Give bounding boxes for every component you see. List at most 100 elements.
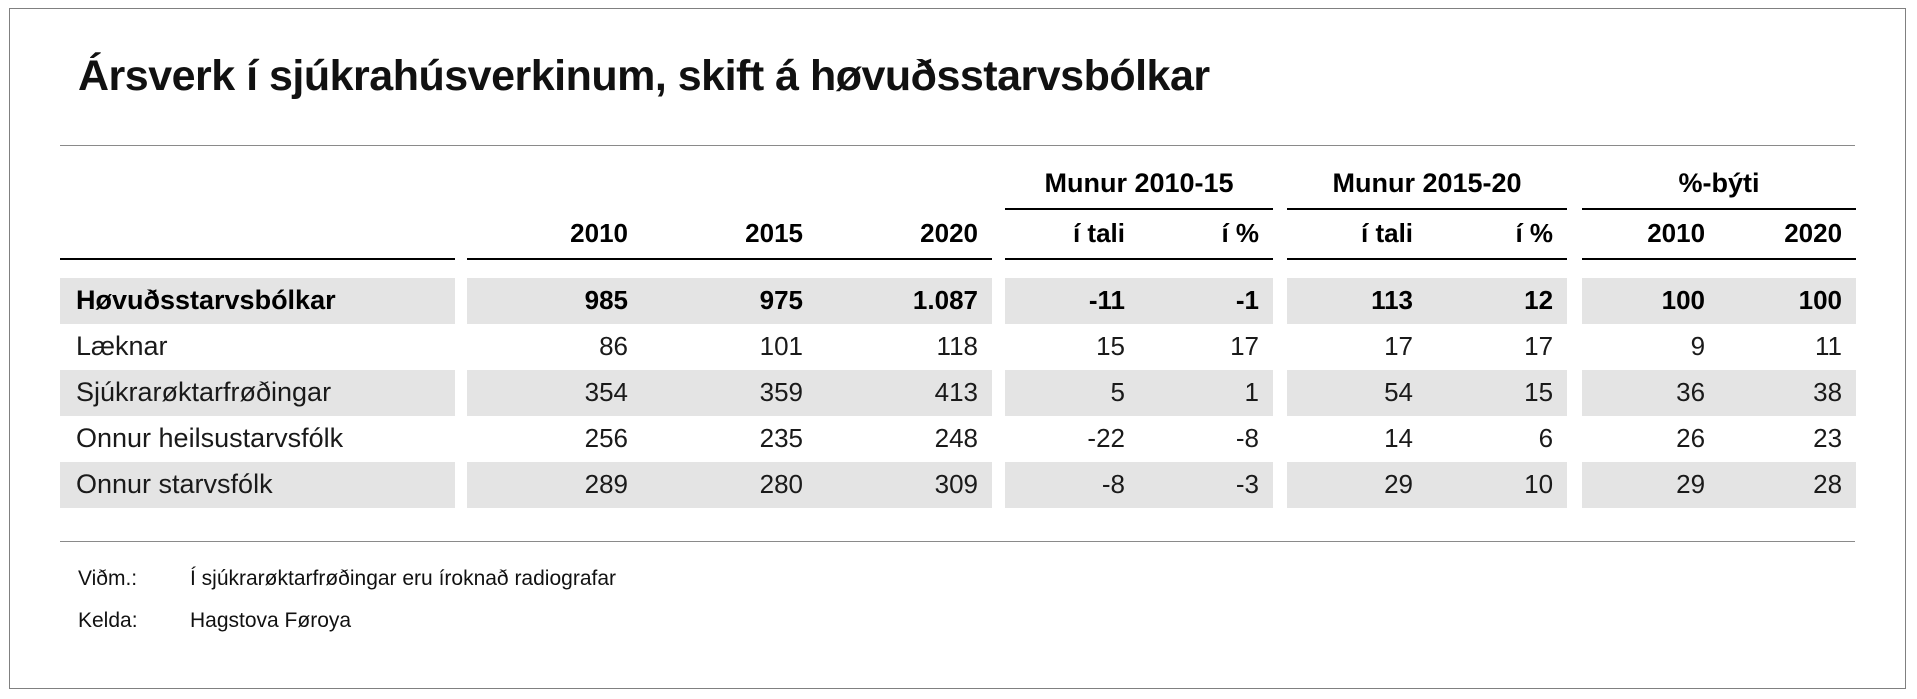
value-cell: 17 (1384, 331, 1414, 362)
value-cell: 235 (759, 423, 803, 454)
value-cell: 256 (584, 423, 628, 454)
value-cell: -8 (1005, 461, 1139, 508)
value-cell: 1.087 (817, 277, 992, 324)
value-cell: 1 (1139, 369, 1274, 416)
gutter (1273, 369, 1288, 416)
group-header-munur-2015-20: Munur 2015-20 (1287, 164, 1568, 210)
row-label-cell: Onnur heilsustarvsfólk (76, 423, 344, 454)
value-cell: 15 (1096, 331, 1125, 362)
value-cell: 36 (1582, 369, 1720, 416)
empty-cell (467, 165, 992, 209)
table-row: Sjúkrarøktarfrøðingar 354 359 413 5 1 54… (60, 369, 1857, 416)
row-label-cell: Høvuðsstarvsbólkar (60, 277, 455, 324)
value-cell: 100 (1582, 277, 1720, 324)
remark-text: Í sjúkrarøktarfrøðingar eru íroknað radi… (190, 566, 616, 590)
value-cell: -8 (1235, 423, 1260, 454)
value-cell: 10 (1427, 461, 1568, 508)
footnotes: Viðm.: Í sjúkrarøktarfrøðingar eru írokn… (78, 558, 1855, 642)
value-cell: -1 (1139, 277, 1274, 324)
column-header-ipct-1: í % (1139, 208, 1274, 260)
table-row: Onnur starvsfólk 289 280 309 -8 -3 29 10… (60, 461, 1857, 508)
gutter (1273, 164, 1288, 209)
gutter (1567, 461, 1583, 508)
gutter (992, 323, 1005, 370)
value-cell: 12 (1427, 277, 1568, 324)
table-row: Onnur heilsustarvsfólk 256 235 248 -22 -… (60, 415, 1856, 462)
value-cell: 6 (1538, 423, 1554, 454)
value-cell: 289 (467, 461, 642, 508)
gutter (455, 415, 467, 462)
column-header-2015: 2015 (642, 208, 817, 260)
empty-cell (60, 208, 455, 260)
gutter (992, 415, 1005, 462)
value-cell: 17 (1230, 331, 1260, 362)
gutter (992, 164, 1005, 209)
gutter (1273, 277, 1288, 324)
page-title: Ársverk í sjúkrahúsverkinum, skift á høv… (78, 52, 1210, 100)
value-cell: 359 (642, 369, 817, 416)
column-header-2010: 2010 (467, 208, 642, 260)
title-divider (60, 144, 1855, 146)
value-cell: -11 (1005, 277, 1139, 324)
value-cell: 248 (934, 423, 978, 454)
row-label-cell: Sjúkrarøktarfrøðingar (60, 369, 455, 416)
remark-label: Viðm.: (78, 566, 138, 590)
value-cell: 100 (1719, 277, 1857, 324)
gutter (455, 277, 467, 324)
column-header-2020: 2020 (817, 208, 992, 260)
value-cell: 38 (1719, 369, 1857, 416)
group-header-munur-2010-15: Munur 2010-15 (1005, 164, 1274, 210)
group-header-row: Munur 2010-15 Munur 2015-20 %-býti (60, 164, 1857, 210)
value-cell: 113 (1287, 277, 1428, 324)
gutter (1567, 415, 1583, 462)
value-cell: 413 (817, 369, 992, 416)
row-label-cell: Læknar (76, 331, 168, 362)
gutter (1567, 164, 1583, 209)
table-bottom-divider (60, 540, 1855, 542)
gutter (1567, 208, 1583, 259)
report-page: Ársverk í sjúkrahúsverkinum, skift á høv… (9, 8, 1906, 689)
gutter (455, 323, 467, 370)
value-cell: 118 (936, 331, 978, 362)
gutter (1567, 323, 1583, 370)
gutter (992, 369, 1005, 416)
spacer-row (60, 259, 1856, 278)
value-cell: 28 (1719, 461, 1857, 508)
empty-cell (60, 165, 455, 209)
value-cell: 975 (642, 277, 817, 324)
source-note: Kelda: Hagstova Føroya (78, 600, 1855, 642)
gutter (1273, 415, 1288, 462)
value-cell: 101 (759, 331, 803, 362)
column-header-ipct-2: í % (1427, 208, 1568, 260)
value-cell: 11 (1815, 331, 1843, 362)
value-cell: 280 (642, 461, 817, 508)
gutter (1567, 369, 1583, 416)
gutter (1567, 277, 1583, 324)
spacer-cell (60, 259, 1856, 278)
value-cell: 985 (467, 277, 642, 324)
value-cell: 54 (1287, 369, 1428, 416)
gutter (455, 461, 467, 508)
value-cell: 29 (1582, 461, 1720, 508)
value-cell: 23 (1813, 423, 1843, 454)
value-cell: 17 (1524, 331, 1554, 362)
value-cell: 9 (1690, 331, 1706, 362)
value-cell: -22 (1087, 423, 1125, 454)
gutter (455, 164, 467, 209)
gutter (992, 208, 1005, 259)
gutter (1273, 208, 1288, 259)
value-cell: 26 (1676, 423, 1706, 454)
data-table: Munur 2010-15 Munur 2015-20 %-býti 2010 … (60, 164, 1857, 508)
gutter (992, 277, 1005, 324)
source-label: Kelda: (78, 608, 138, 632)
value-cell: 309 (817, 461, 992, 508)
value-cell: 86 (599, 331, 628, 362)
table-row: Læknar 86 101 118 15 17 17 17 9 11 (60, 323, 1856, 370)
value-cell: 5 (1005, 369, 1139, 416)
row-label-cell: Onnur starvsfólk (60, 461, 455, 508)
remark-note: Viðm.: Í sjúkrarøktarfrøðingar eru írokn… (78, 558, 1855, 600)
column-header-byti-2020: 2020 (1719, 208, 1857, 260)
gutter (1273, 323, 1288, 370)
column-header-itali-1: í tali (1005, 208, 1139, 260)
gutter (455, 369, 467, 416)
